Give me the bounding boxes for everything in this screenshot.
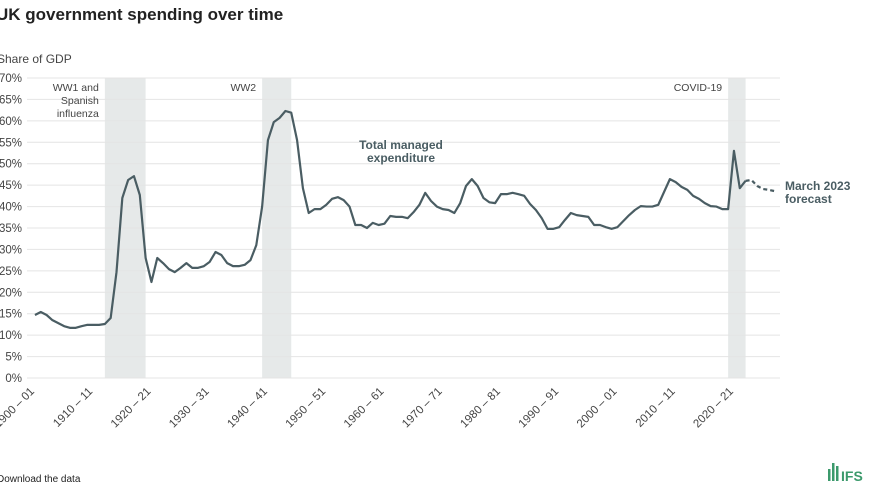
- period-label: WW1 and: [53, 82, 99, 94]
- y-tick-label: 45%: [0, 180, 22, 192]
- x-tick-label: 1920 – 21: [109, 386, 154, 431]
- x-tick-label: 1900 – 01: [0, 386, 37, 431]
- x-tick-label: 1950 – 51: [284, 386, 329, 431]
- y-tick-label: 15%: [0, 309, 22, 321]
- y-tick-label: 30%: [0, 244, 22, 256]
- logo-text: IFS: [841, 468, 863, 484]
- y-tick-label: 65%: [0, 94, 22, 106]
- x-tick-label: 1910 – 11: [51, 386, 95, 430]
- y-tick-label: 40%: [0, 202, 22, 214]
- x-tick-label: 2010 – 11: [634, 386, 678, 430]
- x-tick-label: 1980 – 81: [458, 386, 503, 431]
- period-label: Spanish: [61, 95, 99, 107]
- y-tick-label: 10%: [0, 330, 22, 342]
- y-tick-label: 25%: [0, 266, 22, 278]
- period-label: WW2: [230, 82, 256, 94]
- y-tick-label: 5%: [5, 352, 22, 364]
- plot-area: [27, 77, 780, 379]
- y-tick-label: 35%: [0, 223, 22, 235]
- x-tick-label: 1970 – 71: [400, 386, 445, 431]
- logo: IFS: [828, 463, 863, 484]
- x-tick-label: 2000 – 01: [575, 386, 620, 431]
- x-tick-label: 1960 – 61: [342, 386, 387, 431]
- y-tick-label: 0%: [5, 373, 22, 385]
- x-tick-label: 1930 – 31: [167, 386, 212, 431]
- y-tick-label: 60%: [0, 116, 22, 128]
- series-label: Total managed expenditure: [359, 138, 443, 165]
- download-link[interactable]: Download the data: [0, 474, 81, 485]
- logo-bar: [828, 469, 831, 481]
- series-label: March 2023 forecast: [785, 179, 851, 206]
- forecast-line: [745, 178, 775, 193]
- period-label: influenza: [57, 108, 99, 120]
- chart-title: UK government spending over time: [0, 5, 283, 24]
- logo-bar: [832, 463, 835, 481]
- logo-bar: [836, 466, 839, 481]
- y-tick-label: 20%: [0, 287, 22, 299]
- y-tick-label: 55%: [0, 137, 22, 149]
- y-axis-label: Share of GDP: [0, 52, 72, 66]
- period-label: COVID-19: [674, 82, 723, 94]
- x-tick-label: 2020 – 21: [691, 386, 736, 431]
- y-tick-label: 70%: [0, 73, 22, 85]
- x-tick-label: 1940 – 41: [225, 386, 270, 431]
- x-tick-label: 1990 – 91: [517, 386, 562, 431]
- data-line: [34, 109, 747, 329]
- y-tick-label: 50%: [0, 159, 22, 171]
